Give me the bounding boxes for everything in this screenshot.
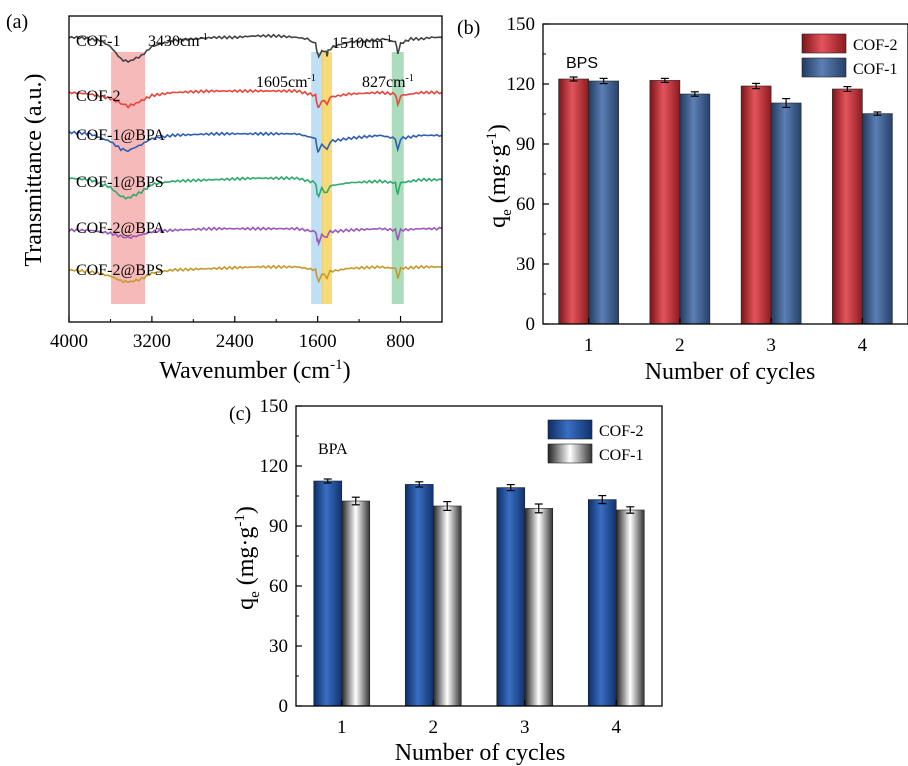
x-tick-label: 4 (612, 717, 622, 738)
spectrum-label: COF-2@BPA (76, 220, 165, 237)
bar-cof-2 (404, 484, 434, 707)
bar-cof-1 (615, 509, 645, 707)
y-tick-label: 150 (507, 14, 536, 35)
spectrum-line-cof-2-bps (68, 264, 442, 284)
bpa-x-axis-title: Number of cycles (395, 740, 566, 766)
bpa-bars (313, 478, 645, 707)
y-tick-label: 90 (269, 516, 288, 537)
x-tick-label: 800 (386, 331, 415, 352)
y-tick-label: 60 (516, 194, 535, 215)
y-tick-label: 30 (269, 636, 288, 657)
bps-panel: (b) 0 30 60 90 120 150 1 2 3 4 BPS COF-2 COF-1 Num… (457, 14, 908, 385)
x-axis-ticks: 4000 3200 2400 1600 800 (50, 316, 443, 352)
bps-bars (558, 76, 893, 325)
bar-cof-2 (496, 487, 526, 707)
spectrum-label: COF-1 (76, 33, 120, 50)
y-tick-label: 90 (516, 134, 535, 155)
y-tick-label: 60 (269, 576, 288, 597)
bpa-annotation: BPA (318, 441, 348, 458)
band-label-1510: 1510cm-1 (332, 34, 392, 52)
x-tick-label: 2 (675, 335, 685, 356)
legend-swatch-cof-1 (801, 57, 847, 78)
bar-cof-1 (770, 102, 802, 325)
x-tick-label: 1 (337, 717, 347, 738)
y-tick-label: 120 (507, 74, 536, 95)
spectrum-label: COF-1@BPS (76, 174, 164, 191)
x-tick-label: 1600 (299, 331, 337, 352)
x-axis-title: Wavenumber (cm-1) (159, 357, 350, 384)
band-label-3430: 3430cm-1 (148, 32, 208, 50)
x-tick-label: 2400 (216, 331, 254, 352)
spectrum-line-cof-2 (68, 88, 443, 109)
bps-x-axis-title: Number of cycles (645, 359, 816, 385)
spectra-labels: COF-1 COF-2 COF-1@BPA COF-1@BPS COF-2@BPA COF… (76, 33, 165, 279)
bps-axes: 0 30 60 90 120 150 1 2 3 4 (507, 14, 868, 356)
panel-b-label: (b) (457, 17, 480, 39)
spectrum-line-cof-2-bpa (68, 226, 443, 247)
bpa-y-axis-title: qe (mg·g-1) (232, 506, 263, 610)
legend-label: COF-2 (599, 423, 643, 440)
bps-y-axis-title-text: qe (mg·g-1) (484, 124, 515, 228)
x-tick-label: 3200 (133, 331, 171, 352)
band-label-827: 827cm-1 (362, 73, 414, 91)
spectrum-line-cof-1-bpa (68, 130, 443, 154)
spectrum-line-cof-1 (68, 33, 443, 63)
bar-cof-1 (341, 500, 371, 707)
bar-cof-2 (313, 480, 343, 707)
spectrum-line-cof-1-bps (68, 175, 443, 200)
highlight-band-1605 (311, 52, 324, 304)
x-tick-label: 3 (520, 717, 530, 738)
x-tick-label: 1 (584, 335, 594, 356)
bps-legend: COF-2 COF-1 (801, 33, 897, 78)
legend-label: COF-1 (599, 447, 643, 464)
spectrum-label: COF-2@BPS (76, 262, 164, 279)
x-tick-label: 2 (429, 717, 439, 738)
bps-annotation: BPS (566, 55, 598, 72)
legend-swatch-cof-2 (801, 33, 847, 54)
bar-cof-1 (588, 80, 619, 325)
bar-cof-2 (740, 85, 772, 325)
x-tick-label: 4 (858, 335, 868, 356)
band-label-1605: 1605cm-1 (256, 73, 316, 91)
y-tick-label: 0 (279, 696, 289, 717)
x-tick-label: 3 (766, 335, 776, 356)
legend-swatch-cof-2 (547, 419, 593, 440)
y-axis-title: Transmittance (a.u.) (21, 73, 47, 266)
spectra-lines (68, 33, 443, 284)
x-tick-label: 4000 (50, 331, 88, 352)
bar-cof-2 (649, 80, 681, 325)
ftir-panel: (a) 4000 3200 2400 1600 800 COF-1 COF-2 COF-1@… (6, 11, 443, 384)
bar-cof-2 (587, 499, 617, 707)
legend-label: COF-2 (853, 37, 897, 54)
bar-cof-1 (679, 93, 711, 325)
bar-cof-1 (432, 505, 462, 707)
y-tick-label: 150 (260, 396, 289, 417)
bar-cof-1 (862, 113, 893, 325)
highlight-band-1510 (321, 52, 332, 304)
bpa-legend: COF-2 COF-1 (547, 419, 643, 464)
legend-label: COF-1 (853, 61, 897, 78)
x-axis-title-text: Wavenumber (cm-1) (159, 357, 350, 384)
spectrum-label: COF-2 (76, 88, 120, 105)
ftir-plot-frame (68, 15, 443, 323)
legend-swatch-cof-1 (547, 443, 593, 464)
bar-cof-1 (524, 508, 554, 707)
bpa-axes: 0 30 60 90 120 150 1 2 3 4 (260, 396, 622, 738)
bar-cof-2 (558, 78, 589, 325)
bpa-y-axis-title-text: qe (mg·g-1) (232, 506, 263, 610)
highlight-band-827 (391, 52, 404, 304)
bar-cof-2 (832, 88, 863, 325)
highlight-band-3430 (111, 52, 146, 304)
y-tick-label: 30 (516, 254, 535, 275)
panel-c-label: (c) (229, 403, 251, 425)
panel-a-label: (a) (6, 11, 28, 33)
spectrum-label: COF-1@BPA (76, 127, 165, 144)
bps-y-axis-title: qe (mg·g-1) (484, 124, 515, 228)
bpa-panel: (c) 0 30 60 90 120 150 1 2 3 4 BPA COF-2 COF-1 Num… (229, 396, 663, 766)
y-tick-label: 0 (526, 314, 536, 335)
y-tick-label: 120 (260, 456, 289, 477)
band-labels: 3430cm-1 1510cm-1 1605cm-1 827cm-1 (148, 32, 414, 91)
